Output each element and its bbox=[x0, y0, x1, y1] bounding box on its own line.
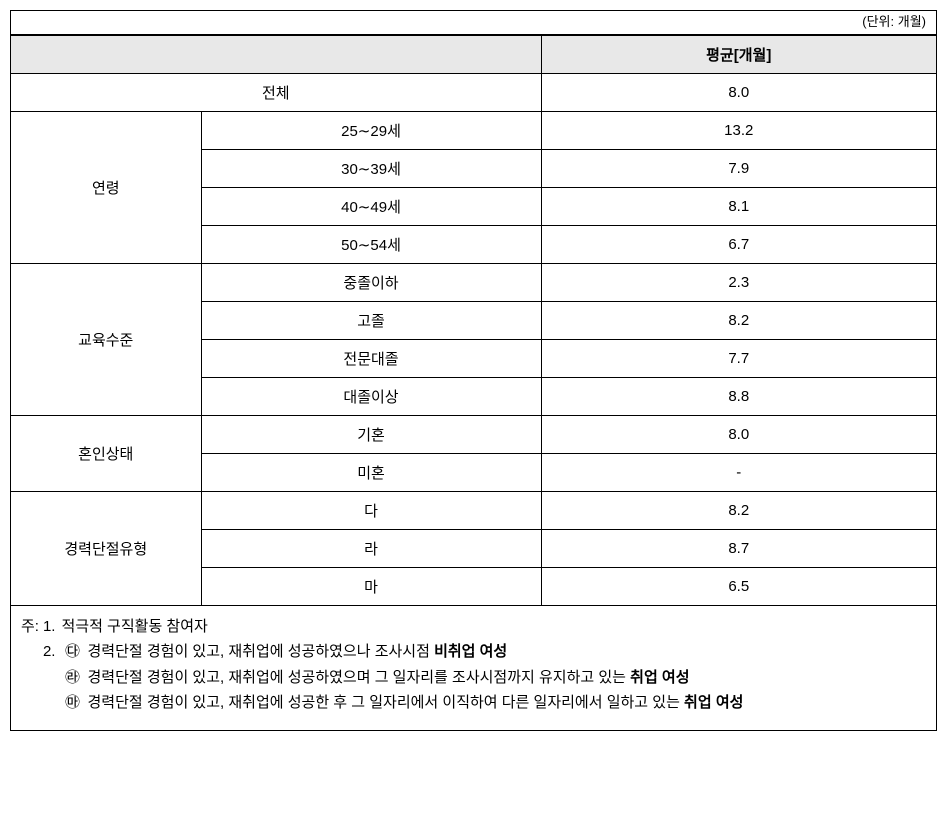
fn-bold: 취업 여성 bbox=[684, 694, 743, 711]
row-value: 8.8 bbox=[541, 377, 936, 415]
footnote-sub: ㉱ 경력단절 경험이 있고, 재취업에 성공하였으며 그 일자리를 조사시점까지… bbox=[61, 665, 926, 691]
row-value: 6.5 bbox=[541, 567, 936, 605]
document-container: (단위: 개월) 평균[개월] 전체 8.0 연령 25∼29세 13.2 30… bbox=[10, 10, 937, 731]
circled-mark: ㉰ bbox=[63, 639, 81, 665]
footnote-row: 주: 1. 적극적 구직활동 참여자 bbox=[21, 614, 926, 640]
row-label: 미혼 bbox=[201, 453, 541, 491]
fn-bold: 취업 여성 bbox=[630, 669, 689, 686]
row-value: 8.0 bbox=[541, 415, 936, 453]
row-value: 8.7 bbox=[541, 529, 936, 567]
row-label: 전문대졸 bbox=[201, 339, 541, 377]
group-name: 연령 bbox=[11, 111, 201, 263]
fn-pre: 경력단절 경험이 있고, 재취업에 성공하였으며 그 일자리를 조사시점까지 유… bbox=[87, 669, 630, 686]
row-label: 40∼49세 bbox=[201, 187, 541, 225]
row-value: 2.3 bbox=[541, 263, 936, 301]
unit-label: (단위: 개월) bbox=[11, 11, 936, 34]
footnote-sub-text: 경력단절 경험이 있고, 재취업에 성공한 후 그 일자리에서 이직하여 다른 … bbox=[87, 690, 926, 716]
group-name: 경력단절유형 bbox=[11, 491, 201, 605]
header-avg: 평균[개월] bbox=[541, 35, 936, 73]
footnote-number: 1. bbox=[43, 614, 62, 640]
row-label: 중졸이하 bbox=[201, 263, 541, 301]
circled-mark: ㉲ bbox=[63, 690, 81, 716]
table-row: 혼인상태 기혼 8.0 bbox=[11, 415, 936, 453]
row-label: 전체 bbox=[11, 73, 541, 111]
row-label: 25∼29세 bbox=[201, 111, 541, 149]
fn-pre: 경력단절 경험이 있고, 재취업에 성공한 후 그 일자리에서 이직하여 다른 … bbox=[87, 694, 684, 711]
table-row: 교육수준 중졸이하 2.3 bbox=[11, 263, 936, 301]
row-value: 7.9 bbox=[541, 149, 936, 187]
row-value: 8.2 bbox=[541, 301, 936, 339]
footnote-body: ㉰ 경력단절 경험이 있고, 재취업에 성공하였으나 조사시점 비취업 여성 ㉱… bbox=[61, 639, 926, 716]
row-value: 8.1 bbox=[541, 187, 936, 225]
footnote-sub: ㉲ 경력단절 경험이 있고, 재취업에 성공한 후 그 일자리에서 이직하여 다… bbox=[61, 690, 926, 716]
fn-bold: 비취업 여성 bbox=[434, 643, 507, 660]
table-row: 전체 8.0 bbox=[11, 73, 936, 111]
row-value: 7.7 bbox=[541, 339, 936, 377]
row-label: 50∼54세 bbox=[201, 225, 541, 263]
row-label: 다 bbox=[201, 491, 541, 529]
row-value: 8.0 bbox=[541, 73, 936, 111]
footnotes: 주: 1. 적극적 구직활동 참여자 주: 2. ㉰ 경력단절 경험이 있고, … bbox=[11, 606, 936, 730]
data-table: 평균[개월] 전체 8.0 연령 25∼29세 13.2 30∼39세 7.9 … bbox=[11, 34, 936, 606]
footnote-sub: ㉰ 경력단절 경험이 있고, 재취업에 성공하였으나 조사시점 비취업 여성 bbox=[61, 639, 926, 665]
row-label: 기혼 bbox=[201, 415, 541, 453]
group-name: 교육수준 bbox=[11, 263, 201, 415]
header-blank bbox=[11, 35, 541, 73]
footnote-prefix: 주: bbox=[21, 614, 43, 640]
footnote-number: 2. bbox=[43, 639, 62, 665]
group-name: 혼인상태 bbox=[11, 415, 201, 491]
footnote-sub-text: 경력단절 경험이 있고, 재취업에 성공하였으나 조사시점 비취업 여성 bbox=[87, 639, 926, 665]
circled-mark: ㉱ bbox=[63, 665, 81, 691]
footnote-text: 적극적 구직활동 참여자 bbox=[61, 614, 926, 640]
row-value: 13.2 bbox=[541, 111, 936, 149]
row-label: 라 bbox=[201, 529, 541, 567]
row-value: 6.7 bbox=[541, 225, 936, 263]
table-row: 연령 25∼29세 13.2 bbox=[11, 111, 936, 149]
row-value: 8.2 bbox=[541, 491, 936, 529]
row-label: 대졸이상 bbox=[201, 377, 541, 415]
row-label: 고졸 bbox=[201, 301, 541, 339]
fn-pre: 경력단절 경험이 있고, 재취업에 성공하였으나 조사시점 bbox=[87, 643, 434, 660]
row-label: 30∼39세 bbox=[201, 149, 541, 187]
footnote-sub-text: 경력단절 경험이 있고, 재취업에 성공하였으며 그 일자리를 조사시점까지 유… bbox=[87, 665, 926, 691]
table-header-row: 평균[개월] bbox=[11, 35, 936, 73]
row-label: 마 bbox=[201, 567, 541, 605]
footnote-row: 주: 2. ㉰ 경력단절 경험이 있고, 재취업에 성공하였으나 조사시점 비취… bbox=[21, 639, 926, 716]
table-row: 경력단절유형 다 8.2 bbox=[11, 491, 936, 529]
row-value: - bbox=[541, 453, 936, 491]
